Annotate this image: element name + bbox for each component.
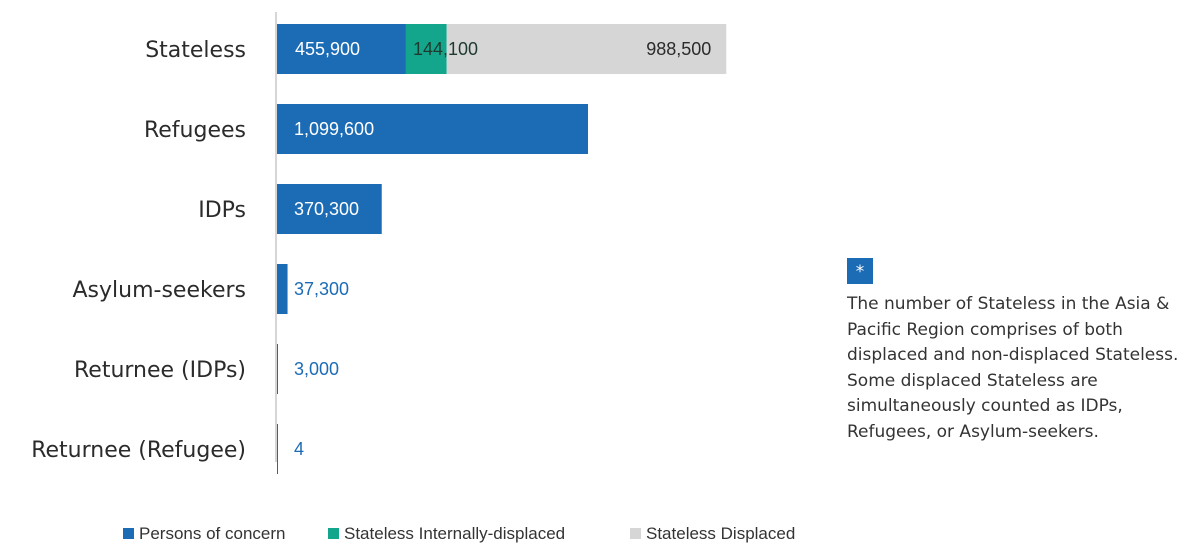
bar-stateless-stateless-internally-displaced <box>405 24 447 74</box>
legend-swatch-stateless-displaced <box>630 528 641 539</box>
category-label-idps: IDPs <box>198 198 246 223</box>
bar-refugees-persons-of-concern <box>277 104 588 154</box>
legend-label-stateless-internally-displaced: Stateless Internally-displaced <box>344 524 565 543</box>
data-label-stateless-persons-of-concern: 455,900 <box>295 39 360 59</box>
data-label-stateless-stateless-displaced: 988,500 <box>646 39 711 59</box>
data-label-idps: 370,300 <box>294 199 359 219</box>
bar-idps-persons-of-concern <box>277 184 382 234</box>
data-label-asylum-seekers: 37,300 <box>294 279 349 299</box>
legend-swatch-stateless-internally-displaced <box>328 528 339 539</box>
footnote-marker: * <box>847 258 873 284</box>
category-label-returnee-idps: Returnee (IDPs) <box>74 358 246 383</box>
data-label-refugees: 1,099,600 <box>294 119 374 139</box>
legend-label-persons-of-concern: Persons of concern <box>139 524 285 543</box>
data-label-stateless-stateless-internally-displaced: 144,100 <box>413 39 478 59</box>
legend-swatch-persons-of-concern <box>123 528 134 539</box>
bar-stateless-stateless-displaced <box>446 24 727 74</box>
legend-label-stateless-displaced: Stateless Displaced <box>646 524 795 543</box>
footnote: * The number of Stateless in the Asia & … <box>847 258 1187 445</box>
bar-returnee-idps-persons-of-concern <box>277 344 278 394</box>
footnote-text: The number of Stateless in the Asia & Pa… <box>847 294 1179 442</box>
category-label-asylum-seekers: Asylum-seekers <box>73 278 247 303</box>
bar-asylum-seekers-persons-of-concern <box>277 264 288 314</box>
category-label-stateless: Stateless <box>145 38 246 63</box>
bar-stateless-persons-of-concern <box>277 24 406 74</box>
bar-returnee-refugee-persons-of-concern <box>277 424 278 474</box>
data-label-returnee-idps: 3,000 <box>294 359 339 379</box>
category-label-refugees: Refugees <box>144 118 246 143</box>
category-label-returnee-refugee: Returnee (Refugee) <box>31 438 246 463</box>
data-label-returnee-refugee: 4 <box>294 439 304 459</box>
